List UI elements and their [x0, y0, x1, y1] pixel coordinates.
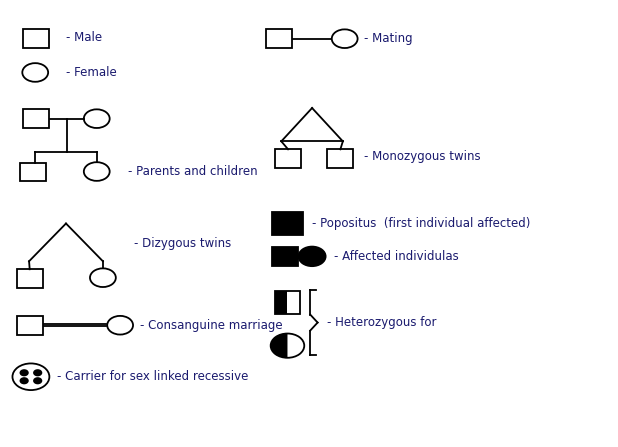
Bar: [272, 212, 303, 235]
Text: - Male: - Male: [66, 31, 102, 44]
Circle shape: [298, 247, 326, 266]
Text: - Parents and children: - Parents and children: [127, 165, 257, 178]
Circle shape: [20, 378, 28, 384]
Bar: [328, 149, 353, 168]
Wedge shape: [271, 333, 287, 358]
Circle shape: [34, 378, 41, 384]
Text: - Female: - Female: [66, 66, 117, 79]
Bar: [17, 269, 43, 288]
Bar: [23, 30, 49, 48]
Text: - Consanguine marriage: - Consanguine marriage: [140, 319, 282, 332]
Circle shape: [20, 370, 28, 375]
Text: - Popositus  (first individual affected): - Popositus (first individual affected): [312, 217, 530, 230]
Circle shape: [34, 370, 41, 375]
Bar: [275, 149, 301, 168]
Text: - Carrier for sex linked recessive: - Carrier for sex linked recessive: [57, 370, 248, 383]
Text: - Affected individulas: - Affected individulas: [334, 250, 459, 263]
Bar: [23, 110, 49, 128]
Bar: [20, 163, 46, 181]
Bar: [275, 291, 287, 314]
Circle shape: [271, 333, 304, 358]
Bar: [272, 247, 298, 266]
Text: - Monozygous twins: - Monozygous twins: [365, 150, 481, 163]
Bar: [266, 30, 292, 48]
Text: - Heterozygous for: - Heterozygous for: [328, 316, 437, 329]
Text: - Mating: - Mating: [365, 32, 413, 45]
Bar: [275, 291, 300, 314]
Bar: [17, 316, 43, 334]
Text: - Dizygous twins: - Dizygous twins: [133, 237, 231, 250]
